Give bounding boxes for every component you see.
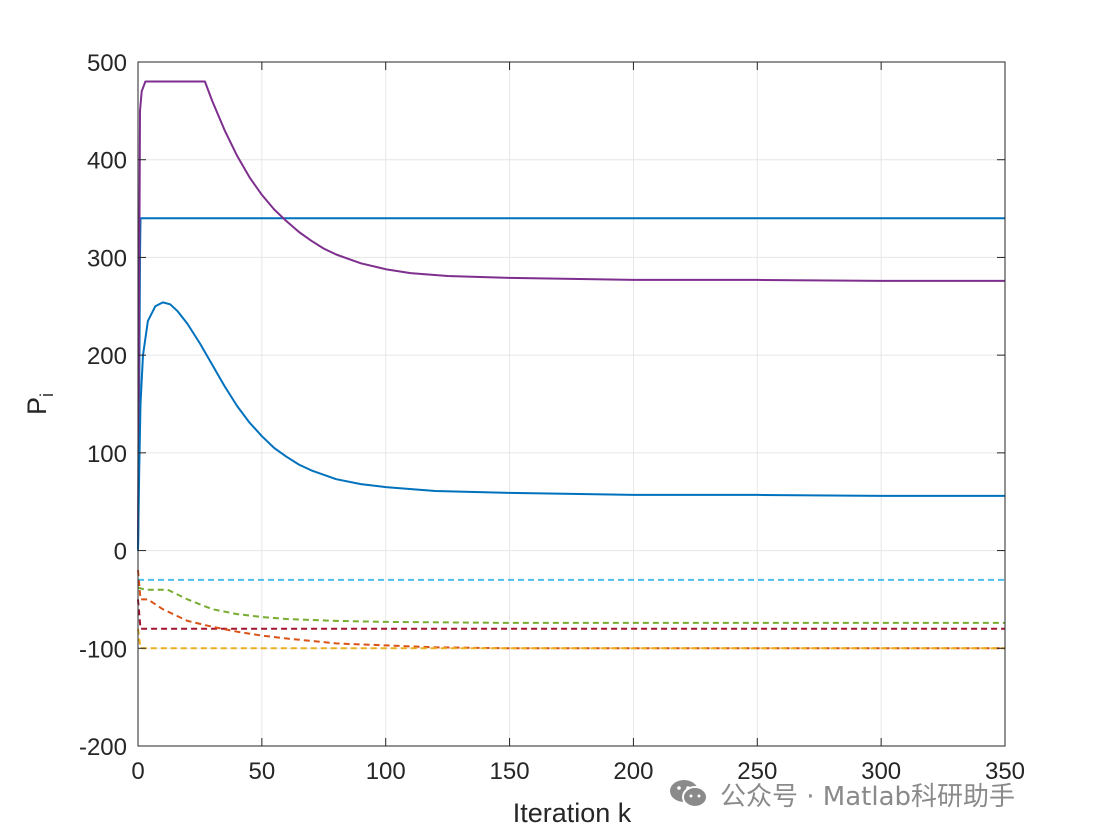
wechat-icon	[670, 780, 708, 808]
series-line-8	[137, 628, 1005, 650]
x-tick-label: 50	[249, 758, 276, 785]
y-tick-label: -200	[79, 734, 127, 761]
series-line-6	[137, 599, 1005, 630]
series-line-3	[137, 301, 1005, 551]
y-tick-label: 500	[87, 50, 127, 77]
plot-frame	[137, 61, 1006, 747]
y-tick-label: 400	[87, 148, 127, 175]
watermark: 公众号 · Matlab科研助手	[668, 774, 1015, 814]
y-tick-label: 100	[87, 441, 127, 468]
x-tick-label: 350	[985, 758, 1025, 785]
series-line-2	[137, 80, 1005, 551]
y-axis-label: Pi	[22, 393, 57, 415]
series-layer	[137, 80, 1005, 650]
y-tick-label: -100	[79, 636, 127, 663]
tick-marks	[137, 61, 1006, 747]
series-line-7	[137, 570, 1005, 650]
x-tick-labels: 0 50 100 150 200 250 300 350	[131, 758, 1025, 785]
y-axis-label-main: P	[22, 397, 52, 415]
y-axis-label-subscript: i	[37, 393, 57, 397]
y-tick-label: 0	[114, 539, 127, 566]
y-tick-labels: -200 -100 0 100 200 300 400 500	[79, 50, 127, 761]
series-line-1	[137, 217, 1005, 551]
y-tick-label: 300	[87, 245, 127, 272]
x-axis-label: Iteration k	[513, 798, 632, 828]
watermark-text: 公众号 · Matlab科研助手	[720, 781, 1016, 812]
x-tick-label: 0	[131, 758, 144, 785]
x-tick-label: 100	[366, 758, 406, 785]
x-tick-label: 200	[613, 758, 653, 785]
x-tick-label: 250	[737, 758, 777, 785]
x-tick-label: 300	[861, 758, 901, 785]
y-tick-label: 200	[87, 343, 127, 370]
grid-lines	[137, 61, 1006, 747]
x-tick-label: 150	[490, 758, 530, 785]
series-line-5	[137, 586, 1005, 624]
